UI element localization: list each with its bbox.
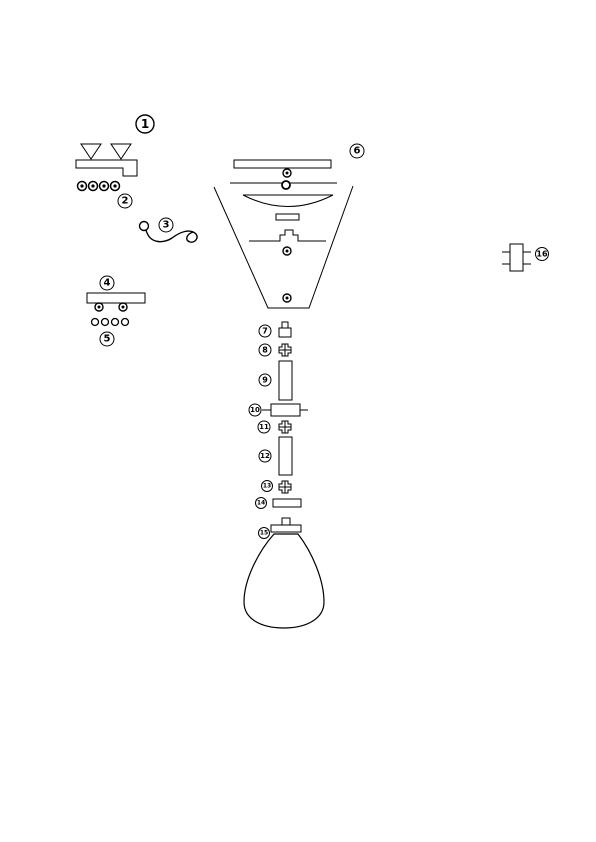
callout-6-label: 6: [354, 146, 361, 157]
part-16-connector: [502, 243, 531, 272]
part-10-spacer-block: [262, 403, 308, 417]
part-12-tube-section: [278, 436, 293, 476]
part-4-bracket-plate: [86, 292, 146, 312]
callout-10-label: 10: [250, 406, 260, 414]
callout-16-label: 16: [536, 250, 548, 259]
callout-15-label: 15: [260, 530, 268, 537]
part-1-hopper-assembly: [75, 143, 138, 177]
callout-12-label: 12: [260, 452, 270, 460]
part-3-cord: [138, 220, 198, 243]
callout-8-label: 8: [262, 346, 268, 355]
callout-3: 3: [158, 217, 174, 233]
part-6-funnel-housing: [213, 159, 354, 309]
callout-15: 15: [258, 527, 270, 539]
callout-7: 7: [258, 324, 272, 338]
callout-10: 10: [248, 403, 262, 417]
callout-13-label: 13: [263, 483, 271, 490]
callout-11-label: 11: [259, 423, 269, 431]
part-5-ring-set: [90, 317, 130, 327]
callout-12: 12: [258, 449, 272, 463]
part-11-cross-coupling: [278, 420, 292, 434]
callout-5-label: 5: [104, 334, 111, 345]
part-13-cross-coupling: [278, 480, 292, 494]
callout-13: 13: [261, 480, 273, 492]
callout-7-label: 7: [262, 327, 268, 336]
callout-9: 9: [258, 373, 272, 387]
part-14-flat-plate: [272, 498, 302, 508]
callout-5: 5: [99, 331, 115, 347]
callout-14: 14: [255, 497, 267, 509]
part-7-cap-fitting: [278, 321, 292, 338]
part-8-cross-coupling: [278, 343, 292, 357]
callout-2: 2: [117, 193, 133, 209]
callout-16: 16: [535, 247, 549, 261]
callout-8: 8: [258, 343, 272, 357]
callout-4-label: 4: [104, 278, 111, 289]
callout-2-label: 2: [122, 196, 129, 207]
callout-11: 11: [257, 420, 271, 434]
callout-4: 4: [99, 275, 115, 291]
part-9-tube-section: [278, 360, 293, 401]
callout-1: 1: [135, 114, 155, 134]
callout-3-label: 3: [163, 220, 170, 231]
callout-6: 6: [349, 143, 365, 159]
part-2-bearing-row: [76, 180, 121, 192]
callout-14-label: 14: [257, 500, 265, 507]
callout-1-label: 1: [141, 117, 149, 131]
callout-9-label: 9: [262, 376, 268, 385]
part-15-collection-bag: [243, 517, 325, 629]
